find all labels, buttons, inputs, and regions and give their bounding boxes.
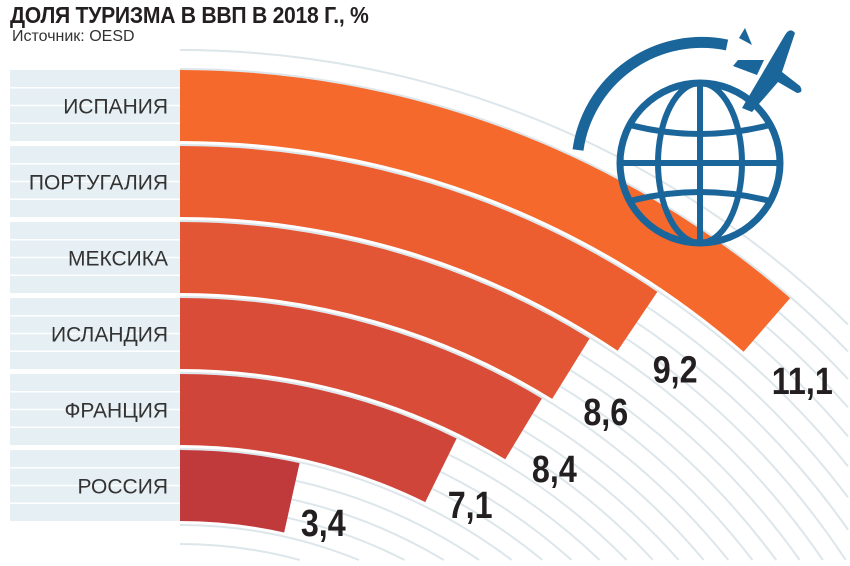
category-label: РОССИЯ xyxy=(78,476,168,499)
value-label: 3,4 xyxy=(301,503,346,545)
value-label: 11,1 xyxy=(772,361,833,403)
category-label: ФРАНЦИЯ xyxy=(64,400,168,423)
globe-parallel xyxy=(629,122,771,137)
globe-with-airplane-icon xyxy=(572,28,802,247)
chart-title: ДОЛЯ ТУРИЗМА В ВВП В 2018 Г., % xyxy=(10,2,369,28)
grid-arc xyxy=(179,68,849,353)
category-label: ИСЛАНДИЯ xyxy=(51,324,168,347)
value-label: 9,2 xyxy=(653,349,698,391)
grid-arc xyxy=(179,296,730,561)
grid-arc xyxy=(179,372,628,561)
category-label: ИСПАНИЯ xyxy=(63,96,168,119)
value-label: 8,6 xyxy=(583,392,628,434)
grid-arc xyxy=(179,49,849,326)
bar-3 xyxy=(180,222,590,399)
bar-2 xyxy=(180,146,658,351)
category-label: МЕКСИКА xyxy=(68,248,168,271)
value-label: 7,1 xyxy=(448,485,493,527)
grid-arc xyxy=(179,524,360,561)
grid-arc xyxy=(179,144,849,467)
category-labels: ИСПАНИЯ ПОРТУГАЛИЯ МЕКСИКА ИСЛАНДИЯ ФРАНЦИЯ Р… xyxy=(29,96,168,499)
value-labels: 11,1 9,2 8,68,4 7,1 3,4 xyxy=(301,349,833,545)
value-label: 8,4 xyxy=(532,448,577,490)
grid-arc xyxy=(179,448,513,561)
orbit-arc xyxy=(572,36,729,151)
category-label: ПОРТУГАЛИЯ xyxy=(29,172,168,195)
grid-arc xyxy=(179,543,300,561)
airplane-icon xyxy=(733,28,802,112)
bars xyxy=(180,70,791,533)
bar-5 xyxy=(180,374,457,503)
label-bands xyxy=(10,70,180,521)
grid-arc xyxy=(179,220,824,561)
globe-parallel xyxy=(629,189,771,204)
bar-1 xyxy=(180,70,791,352)
bar-6 xyxy=(180,450,300,533)
bar-4 xyxy=(180,298,542,460)
chart-source: Источник: OESD xyxy=(12,28,135,45)
